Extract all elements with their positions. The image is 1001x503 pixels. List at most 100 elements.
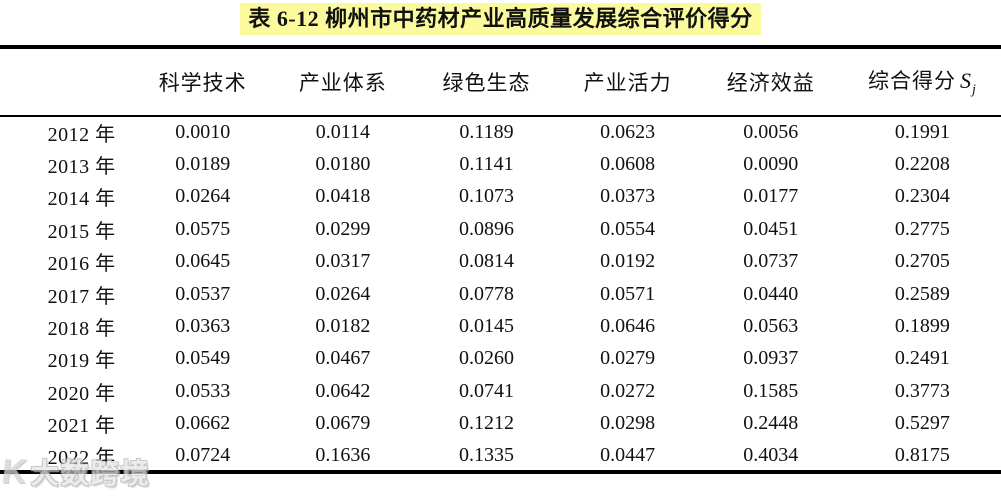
value-cell: 0.0646 xyxy=(600,315,656,338)
year-cell: 2019 年 xyxy=(47,350,116,373)
year-cell: 2021 年 xyxy=(47,415,116,438)
value-cell: 0.2491 xyxy=(894,347,950,370)
value-cell: 0.0298 xyxy=(600,412,656,435)
value-cell: 0.0724 xyxy=(175,443,231,466)
value-cell: 0.0440 xyxy=(743,282,799,305)
year-cell: 2017 年 xyxy=(47,285,116,308)
value-cell: 0.0814 xyxy=(458,250,514,273)
table-header: 科学技术 产业体系 绿色生态 产业活力 经济效益 综合得分 Sj xyxy=(0,47,1001,117)
table-row: 2018 年 0.0363 0.0182 0.0145 0.0646 0.0563 0.18… xyxy=(0,310,1001,342)
value-cell: 0.0554 xyxy=(600,217,656,240)
value-cell: 0.0533 xyxy=(175,379,231,402)
composite-label: 综合得分 xyxy=(867,69,956,94)
header-industry-system: 产业体系 xyxy=(270,47,416,117)
table-row: 2014 年 0.0264 0.0418 0.1073 0.0373 0.0177 0.23… xyxy=(0,181,1001,213)
value-cell: 0.0363 xyxy=(175,315,231,338)
value-cell: 0.0114 xyxy=(315,121,370,144)
table-body: 2012 年 0.0010 0.0114 0.1189 0.0623 0.0056 0.19… xyxy=(0,116,1001,472)
value-cell: 0.1335 xyxy=(458,443,514,466)
value-cell: 0.0571 xyxy=(600,282,656,305)
value-cell: 0.3773 xyxy=(894,379,950,402)
value-cell: 0.0645 xyxy=(175,250,231,273)
value-cell: 0.0192 xyxy=(600,250,656,273)
evaluation-table: 科学技术 产业体系 绿色生态 产业活力 经济效益 综合得分 Sj 2012 年 0.… xyxy=(0,45,1001,475)
value-cell: 0.1991 xyxy=(894,121,950,144)
year-cell: 2022 年 xyxy=(47,446,116,469)
year-cell: 2014 年 xyxy=(47,188,116,211)
value-cell: 0.0549 xyxy=(175,347,231,370)
value-cell: 0.0264 xyxy=(175,185,231,208)
value-cell: 0.0741 xyxy=(458,379,514,402)
value-cell: 0.1189 xyxy=(459,121,514,144)
value-cell: 0.1899 xyxy=(894,315,950,338)
value-cell: 0.0778 xyxy=(458,282,514,305)
value-cell: 0.0737 xyxy=(743,250,799,273)
value-cell: 0.0180 xyxy=(315,153,371,176)
value-cell: 0.0608 xyxy=(600,153,656,176)
value-cell: 0.0679 xyxy=(315,412,371,435)
value-cell: 0.1141 xyxy=(459,153,514,176)
table-row: 2017 年 0.0537 0.0264 0.0778 0.0571 0.0440 0.25… xyxy=(0,278,1001,310)
table-title-row: 表 6-12 柳州市中药材产业高质量发展综合评价得分 xyxy=(0,0,1001,45)
value-cell: 0.0623 xyxy=(600,121,656,144)
year-cell: 2018 年 xyxy=(47,318,116,341)
value-cell: 0.0418 xyxy=(315,185,371,208)
value-cell: 0.8175 xyxy=(894,443,950,466)
value-cell: 0.0272 xyxy=(600,379,656,402)
value-cell: 0.0264 xyxy=(315,282,371,305)
value-cell: 0.0299 xyxy=(315,217,371,240)
value-cell: 0.0317 xyxy=(315,250,371,273)
value-cell: 0.0090 xyxy=(743,153,799,176)
value-cell: 0.0145 xyxy=(458,315,514,338)
value-cell: 0.0451 xyxy=(743,217,799,240)
value-cell: 0.0182 xyxy=(315,315,371,338)
value-cell: 0.0537 xyxy=(175,282,231,305)
year-cell: 2016 年 xyxy=(47,253,116,276)
table-row: 2022 年 0.0724 0.1636 0.1335 0.0447 0.4034 0.81… xyxy=(0,440,1001,472)
table-row: 2021 年 0.0662 0.0679 0.1212 0.0298 0.2448 0.52… xyxy=(0,408,1001,440)
year-cell: 2013 年 xyxy=(47,156,116,179)
table-row: 2012 年 0.0010 0.0114 0.1189 0.0623 0.0056 0.19… xyxy=(0,116,1001,148)
header-economic-benefit: 经济效益 xyxy=(697,47,844,117)
value-cell: 0.0642 xyxy=(315,379,371,402)
table-title: 表 6-12 柳州市中药材产业高质量发展综合评价得分 xyxy=(240,3,761,35)
value-cell: 0.0373 xyxy=(600,185,656,208)
value-cell: 0.0575 xyxy=(175,217,231,240)
value-cell: 0.0896 xyxy=(458,217,514,240)
value-cell: 0.4034 xyxy=(743,443,799,466)
value-cell: 0.1585 xyxy=(743,379,799,402)
value-cell: 0.0937 xyxy=(743,347,799,370)
value-cell: 0.5297 xyxy=(894,412,950,435)
value-cell: 0.2775 xyxy=(894,217,950,240)
value-cell: 0.1636 xyxy=(315,443,371,466)
header-year xyxy=(0,47,136,117)
header-green-ecology: 绿色生态 xyxy=(415,47,558,117)
year-cell: 2015 年 xyxy=(47,220,116,243)
table-row: 2016 年 0.0645 0.0317 0.0814 0.0192 0.0737 0.27… xyxy=(0,246,1001,278)
table-row: 2015 年 0.0575 0.0299 0.0896 0.0554 0.0451 0.27… xyxy=(0,213,1001,245)
value-cell: 0.0563 xyxy=(743,315,799,338)
value-cell: 0.2705 xyxy=(894,250,950,273)
header-composite-score: 综合得分 Sj xyxy=(843,47,1001,117)
value-cell: 0.0279 xyxy=(600,347,656,370)
value-cell: 0.2448 xyxy=(743,412,799,435)
header-science-tech: 科学技术 xyxy=(135,47,271,117)
composite-symbol: Sj xyxy=(959,68,977,98)
value-cell: 0.0177 xyxy=(743,185,799,208)
value-cell: 0.0056 xyxy=(743,121,799,144)
value-cell: 0.0662 xyxy=(175,412,231,435)
table-row: 2019 年 0.0549 0.0467 0.0260 0.0279 0.0937 0.24… xyxy=(0,343,1001,375)
value-cell: 0.0189 xyxy=(175,153,231,176)
value-cell: 0.2304 xyxy=(894,185,950,208)
table-row: 2020 年 0.0533 0.0642 0.0741 0.0272 0.1585 0.37… xyxy=(0,375,1001,407)
year-cell: 2012 年 xyxy=(47,124,116,147)
value-cell: 0.0260 xyxy=(458,347,514,370)
value-cell: 0.0447 xyxy=(600,443,656,466)
value-cell: 0.0467 xyxy=(315,347,371,370)
header-industry-vitality: 产业活力 xyxy=(557,47,698,117)
value-cell: 0.1073 xyxy=(458,185,514,208)
value-cell: 0.1212 xyxy=(458,412,514,435)
header-row: 科学技术 产业体系 绿色生态 产业活力 经济效益 综合得分 Sj xyxy=(0,47,1001,117)
table-row: 2013 年 0.0189 0.0180 0.1141 0.0608 0.0090 0.22… xyxy=(0,148,1001,180)
